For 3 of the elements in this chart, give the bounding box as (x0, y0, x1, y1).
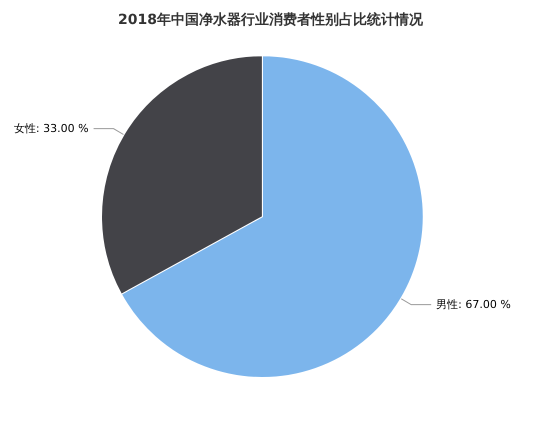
slice-label: 女性: 33.00 % (14, 122, 89, 136)
slice-label: 男性: 67.00 % (436, 298, 511, 312)
chart-title: 2018年中国净水器行业消费者性别占比统计情况 (118, 11, 424, 28)
